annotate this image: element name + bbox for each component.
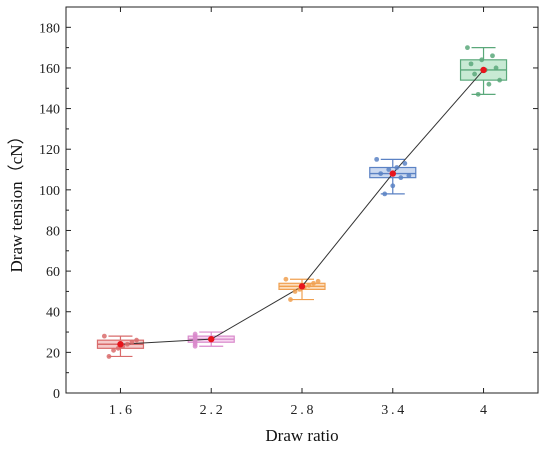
data-point bbox=[490, 53, 495, 59]
y-axis-label: Draw tension（cN） bbox=[7, 128, 26, 273]
data-point bbox=[472, 71, 477, 77]
data-point bbox=[101, 333, 107, 339]
y-tick-label: 160 bbox=[39, 62, 60, 77]
x-tick-label: 3 . 4 bbox=[381, 403, 404, 418]
mean-marker bbox=[389, 170, 396, 177]
data-point bbox=[406, 173, 412, 179]
data-point bbox=[486, 81, 492, 87]
x-tick-label: 1 . 6 bbox=[109, 403, 132, 418]
x-tick-label: 2 . 2 bbox=[200, 403, 223, 418]
data-point bbox=[382, 191, 388, 197]
x-tick-label: 2 . 8 bbox=[290, 403, 313, 418]
y-tick-label: 20 bbox=[46, 346, 60, 361]
y-tick-label: 100 bbox=[39, 184, 60, 199]
mean-marker bbox=[117, 341, 124, 348]
mean-trend-line bbox=[120, 69, 484, 345]
data-point bbox=[479, 57, 485, 63]
y-tick-label: 60 bbox=[46, 265, 60, 280]
y-axis: 0 20 40 60 80 100 120 140 160 180 bbox=[39, 21, 538, 402]
data-point bbox=[468, 61, 474, 67]
x-axis: 1 . 6 2 . 2 2 . 8 3 . 4 4 bbox=[109, 7, 487, 418]
data-point bbox=[106, 354, 112, 359]
data-point bbox=[292, 289, 298, 294]
y-tick-label: 120 bbox=[39, 143, 60, 158]
y-tick-label: 140 bbox=[39, 103, 60, 118]
data-point bbox=[394, 165, 400, 170]
mean-marker bbox=[208, 335, 215, 343]
data-point bbox=[386, 167, 392, 172]
data-point bbox=[465, 45, 470, 51]
y-tick-label: 80 bbox=[46, 224, 60, 239]
data-point bbox=[283, 276, 289, 282]
y-tick-label: 0 bbox=[53, 387, 60, 402]
data-point bbox=[129, 339, 135, 345]
boxes-layer bbox=[96, 47, 508, 358]
data-point bbox=[402, 161, 408, 166]
data-point bbox=[493, 65, 499, 71]
points-layer bbox=[101, 45, 503, 359]
data-point bbox=[124, 341, 130, 347]
x-axis-label: Draw ratio bbox=[265, 426, 338, 445]
mean-marker bbox=[298, 283, 306, 290]
data-point bbox=[398, 175, 404, 181]
data-point bbox=[288, 297, 293, 302]
data-point bbox=[192, 343, 198, 349]
data-point bbox=[111, 347, 116, 353]
data-point bbox=[306, 282, 312, 288]
data-point bbox=[475, 91, 481, 97]
data-point bbox=[311, 280, 316, 286]
mean-trend-line-layer bbox=[120, 69, 484, 345]
y-tick-label: 180 bbox=[39, 21, 60, 36]
data-point bbox=[390, 183, 396, 189]
data-point bbox=[315, 278, 321, 284]
data-point bbox=[497, 77, 503, 83]
mean-marker bbox=[480, 66, 487, 74]
data-point bbox=[374, 156, 380, 162]
x-tick-label: 4 bbox=[480, 403, 487, 418]
y-tick-label: 40 bbox=[46, 306, 60, 321]
data-point bbox=[134, 337, 139, 343]
data-point bbox=[378, 171, 384, 176]
